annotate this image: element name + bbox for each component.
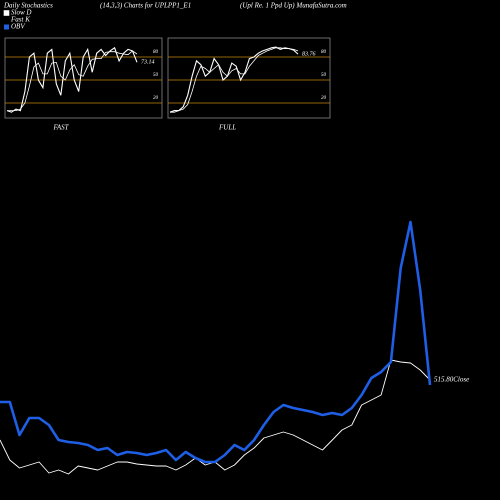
stoch-line [170, 47, 299, 113]
y-tick-label: 80 [153, 50, 159, 55]
legend-label: OBV [11, 23, 25, 31]
x-axis-label: FULL [218, 124, 236, 132]
obv-line [0, 220, 432, 464]
y-tick-label: 50 [153, 73, 159, 78]
close-label: 515.80Close [434, 376, 469, 384]
last-value: 73.14 [141, 59, 155, 66]
legend-swatch [4, 17, 9, 23]
legend-label: Slow D [11, 9, 31, 17]
header-middle: (14,3,3) Charts for UPLPP1_E1 [100, 2, 191, 10]
stoch-line [7, 50, 138, 111]
panel-frame [4, 37, 163, 119]
legend-swatch [3, 10, 10, 16]
y-tick-label: 20 [153, 96, 159, 101]
y-tick-label: 20 [321, 96, 327, 101]
x-axis-label: FAST [53, 124, 70, 132]
header-left: Daily Stochastics [3, 2, 53, 10]
legend-label: Fast K [10, 16, 30, 24]
stoch-line [6, 46, 138, 113]
panel-frame [167, 37, 331, 119]
header-right: (Upl Re. 1 Ppd Up) MunafaSutra.com [240, 2, 347, 10]
y-tick-label: 80 [321, 50, 327, 55]
price-line [0, 359, 431, 475]
y-tick-label: 50 [321, 73, 327, 78]
legend-swatch [4, 24, 9, 30]
last-value: 83.76 [302, 52, 316, 58]
